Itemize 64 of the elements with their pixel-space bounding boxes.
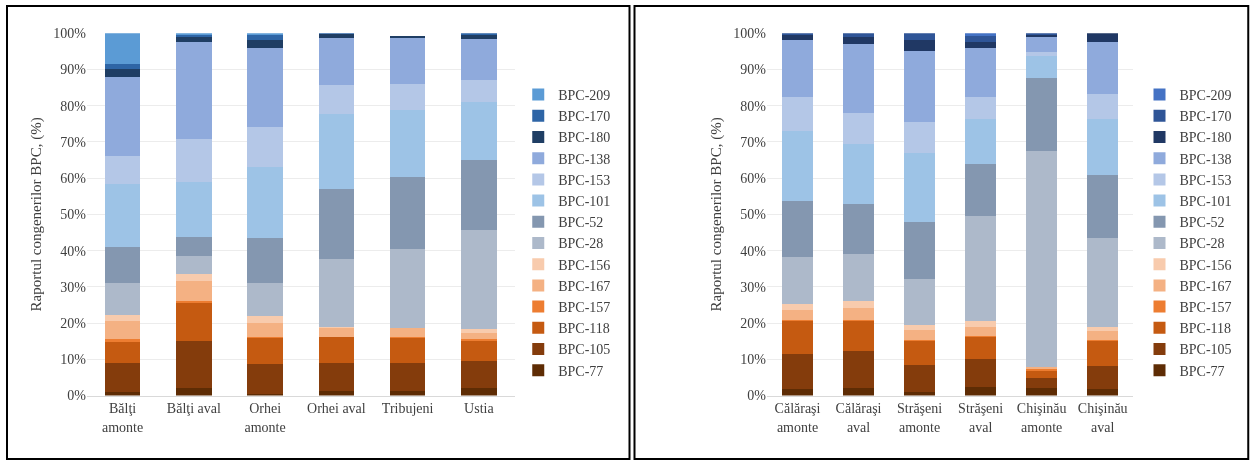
y-tick-label: 30%	[740, 279, 767, 295]
y-tick-label: 0%	[67, 388, 87, 404]
legend-label: BPC-157	[558, 300, 611, 316]
y-tick-label: 20%	[740, 316, 767, 331]
legend-label: BPC-209	[558, 88, 611, 104]
y-tick-label: 20%	[60, 316, 87, 331]
legend-label: BPC-101	[558, 194, 611, 210]
legend-label: BPC-170	[558, 109, 611, 125]
legend-label: BPC-77	[558, 363, 604, 379]
legend-label: BPC-138	[1179, 151, 1232, 167]
legend-label: BPC-52	[1179, 215, 1225, 231]
x-tick-label: Bălţi aval	[166, 401, 221, 417]
y-tick-label: 40%	[60, 243, 87, 259]
legend-label: BPC-28	[1179, 236, 1225, 252]
y-tick-label: 70%	[740, 134, 767, 150]
legend-label: BPC-156	[558, 257, 611, 273]
x-tick-label: Chişinău amonte	[1016, 401, 1067, 435]
legend-label: BPC-167	[558, 278, 611, 294]
legend-label: BPC-209	[1179, 88, 1232, 104]
legend-label: BPC-118	[1179, 321, 1232, 337]
legend-label: BPC-28	[558, 236, 604, 252]
y-axis-title: Raportul congenerilor BPC, (%)	[707, 117, 725, 312]
x-tick-label: Orhei aval	[307, 401, 366, 417]
y-axis-title: Raportul congenerilor BPC, (%)	[27, 117, 45, 312]
legend-label: BPC-167	[1179, 278, 1232, 294]
y-tick-label: 0%	[747, 388, 767, 404]
legend-label: BPC-77	[1179, 363, 1225, 379]
legend-label: BPC-170	[1179, 109, 1232, 125]
legend-label: BPC-180	[558, 130, 611, 146]
y-tick-label: 50%	[740, 207, 767, 223]
legend-label: BPC-138	[558, 151, 611, 167]
x-tick-label: Chişinău aval	[1077, 401, 1128, 435]
y-tick-label: 10%	[60, 352, 87, 368]
legend-label: BPC-105	[558, 342, 611, 358]
legend-label: BPC-180	[1179, 130, 1232, 146]
legend-label: BPC-105	[1179, 342, 1232, 358]
x-tick-label: Călăraşi amonte	[774, 401, 821, 435]
y-tick-label: 100%	[733, 26, 767, 42]
y-tick-label: 90%	[740, 62, 767, 78]
x-tick-label: Orhei amonte	[244, 401, 286, 435]
y-tick-label: 50%	[60, 207, 87, 223]
y-tick-label: 90%	[60, 62, 87, 78]
legend-label: BPC-157	[1179, 300, 1232, 316]
y-tick-label: 80%	[740, 98, 767, 114]
y-tick-label: 60%	[740, 171, 767, 187]
legend-label: BPC-156	[1179, 257, 1232, 273]
x-tick-label: Ustia	[464, 401, 495, 417]
legend-label: BPC-153	[558, 172, 611, 188]
legend-label: BPC-52	[558, 215, 604, 231]
y-tick-label: 80%	[60, 98, 87, 114]
legend-label: BPC-101	[1179, 194, 1232, 210]
y-tick-label: 100%	[53, 26, 87, 42]
y-tick-label: 30%	[60, 279, 87, 295]
legend-label: BPC-118	[558, 321, 610, 337]
y-tick-label: 10%	[740, 352, 767, 368]
y-tick-label: 60%	[60, 171, 87, 187]
x-tick-label: Străşeni aval	[958, 401, 1004, 435]
y-tick-label: 70%	[60, 134, 87, 150]
x-tick-label: Bălţi amonte	[102, 401, 144, 435]
x-tick-label: Străşeni amonte	[897, 401, 943, 435]
x-tick-label: Tribujeni	[381, 401, 434, 417]
x-tick-label: Călăraşi aval	[835, 401, 882, 435]
legend-label: BPC-153	[1179, 172, 1232, 188]
y-tick-label: 40%	[740, 243, 767, 259]
